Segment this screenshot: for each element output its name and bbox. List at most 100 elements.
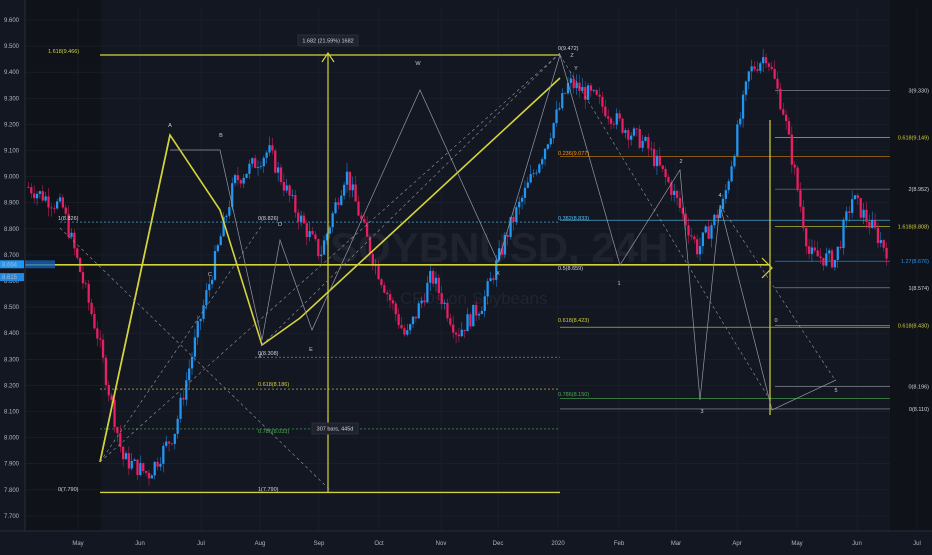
candle-body[interactable] (233, 175, 237, 184)
candle-body[interactable] (475, 304, 478, 316)
candle-body[interactable] (90, 302, 93, 314)
candle-body[interactable] (302, 215, 306, 224)
candle-body[interactable] (314, 234, 317, 240)
candle-body[interactable] (110, 395, 113, 400)
candle-body[interactable] (76, 248, 79, 258)
candle-body[interactable] (331, 213, 334, 228)
candle-body[interactable] (724, 190, 727, 199)
candle-body[interactable] (503, 235, 506, 255)
candle-body[interactable] (196, 321, 199, 338)
candle-body[interactable] (873, 220, 877, 228)
candle-body[interactable] (790, 134, 793, 165)
candle-body[interactable] (822, 257, 825, 266)
candle-body[interactable] (400, 325, 403, 329)
candle-body[interactable] (262, 157, 265, 167)
candle-body[interactable] (535, 172, 538, 174)
candle-body[interactable] (756, 69, 759, 71)
candle-body[interactable] (787, 121, 791, 135)
candle-body[interactable] (782, 109, 785, 115)
candle-body[interactable] (371, 253, 374, 266)
candle-body[interactable] (162, 445, 165, 464)
candle-body[interactable] (736, 124, 739, 156)
candle-body[interactable] (492, 278, 495, 280)
candle-body[interactable] (99, 338, 102, 340)
candle-body[interactable] (130, 460, 133, 469)
candle-body[interactable] (480, 310, 484, 314)
candle-body[interactable] (291, 195, 294, 196)
candle-body[interactable] (73, 232, 76, 249)
candle-body[interactable] (276, 167, 280, 173)
candle-body[interactable] (828, 250, 831, 254)
candle-body[interactable] (308, 231, 311, 238)
candle-body[interactable] (417, 303, 420, 319)
candle-body[interactable] (225, 215, 228, 217)
candle-body[interactable] (322, 240, 326, 255)
candle-body[interactable] (426, 282, 429, 303)
candle-body[interactable] (561, 93, 564, 109)
candle-body[interactable] (159, 463, 162, 467)
candle-body[interactable] (219, 236, 222, 246)
candle-body[interactable] (741, 94, 745, 119)
candle-body[interactable] (673, 190, 676, 195)
candle-body[interactable] (839, 246, 842, 249)
candle-body[interactable] (693, 236, 696, 240)
candle-body[interactable] (647, 136, 650, 149)
candle-body[interactable] (813, 247, 816, 251)
candle-body[interactable] (411, 316, 415, 325)
pattern-dashed-line[interactable] (559, 54, 771, 401)
candle-body[interactable] (377, 264, 380, 280)
candle-body[interactable] (601, 96, 604, 107)
candle-body[interactable] (750, 66, 753, 72)
candle-body[interactable] (167, 441, 171, 444)
candle-body[interactable] (730, 166, 733, 182)
candle-body[interactable] (205, 290, 208, 306)
candle-body[interactable] (759, 63, 762, 71)
candle-body[interactable] (698, 246, 702, 255)
candle-body[interactable] (391, 300, 395, 304)
candle-body[interactable] (784, 114, 788, 122)
candle-body[interactable] (165, 441, 168, 446)
candle-body[interactable] (862, 209, 865, 218)
candle-body[interactable] (584, 86, 587, 100)
candle-body[interactable] (50, 207, 53, 209)
candle-body[interactable] (33, 193, 36, 199)
candle-body[interactable] (259, 166, 263, 168)
candle-body[interactable] (541, 159, 544, 165)
candle-body[interactable] (707, 226, 710, 239)
candle-body[interactable] (443, 302, 446, 305)
candle-body[interactable] (437, 277, 440, 294)
candle-body[interactable] (348, 171, 352, 191)
candle-body[interactable] (251, 158, 254, 164)
candle-body[interactable] (93, 313, 96, 329)
candle-body[interactable] (555, 109, 558, 124)
candle-body[interactable] (879, 240, 882, 244)
candle-body[interactable] (483, 296, 486, 311)
candle-body[interactable] (558, 108, 561, 110)
candle-body[interactable] (675, 190, 679, 198)
candle-body[interactable] (661, 165, 664, 169)
candle-body[interactable] (231, 183, 234, 208)
candle-body[interactable] (30, 187, 33, 194)
candle-body[interactable] (282, 181, 285, 191)
candle-body[interactable] (609, 118, 613, 124)
candle-body[interactable] (830, 250, 834, 268)
candle-body[interactable] (150, 475, 153, 479)
candle-body[interactable] (876, 227, 880, 244)
pattern-dashed-line[interactable] (719, 204, 836, 381)
candle-body[interactable] (670, 182, 673, 195)
candle-body[interactable] (67, 213, 70, 237)
candle-body[interactable] (297, 212, 300, 222)
candle-body[interactable] (512, 216, 515, 222)
candle-body[interactable] (546, 144, 550, 149)
candle-body[interactable] (586, 85, 590, 100)
candle-body[interactable] (216, 245, 219, 252)
candle-body[interactable] (460, 329, 463, 337)
candle-body[interactable] (710, 225, 713, 239)
candle-body[interactable] (658, 155, 661, 166)
candle-body[interactable] (842, 220, 845, 249)
candle-body[interactable] (311, 231, 314, 235)
candle-body[interactable] (627, 130, 630, 140)
candle-body[interactable] (773, 68, 776, 79)
candle-body[interactable] (119, 433, 122, 447)
